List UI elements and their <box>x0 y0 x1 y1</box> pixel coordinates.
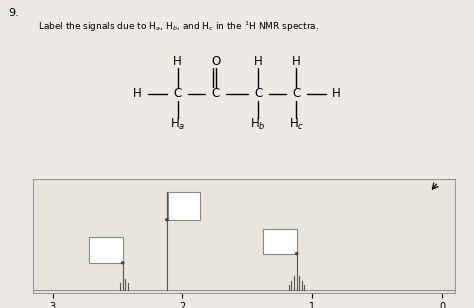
Text: H: H <box>332 87 341 100</box>
Text: C: C <box>173 87 182 100</box>
Text: 9.: 9. <box>9 8 19 18</box>
Text: Label the signals due to H$_a$, H$_b$, and H$_c$ in the $^1$H NMR spectra.: Label the signals due to H$_a$, H$_b$, a… <box>38 20 319 34</box>
Text: H: H <box>292 55 301 68</box>
Text: C: C <box>254 87 263 100</box>
Text: C: C <box>211 87 220 100</box>
Text: H: H <box>173 55 182 68</box>
Circle shape <box>166 219 168 221</box>
Text: H$_c$: H$_c$ <box>289 117 304 132</box>
Circle shape <box>295 253 298 254</box>
Text: O: O <box>211 55 220 68</box>
Bar <box>167 192 200 220</box>
Text: H: H <box>133 87 142 100</box>
Text: C: C <box>292 87 301 100</box>
Text: H$_a$: H$_a$ <box>170 117 185 132</box>
Text: H$_b$: H$_b$ <box>250 117 266 132</box>
Bar <box>263 229 297 253</box>
Bar <box>89 237 123 263</box>
Circle shape <box>121 262 124 264</box>
Text: H: H <box>254 55 263 68</box>
